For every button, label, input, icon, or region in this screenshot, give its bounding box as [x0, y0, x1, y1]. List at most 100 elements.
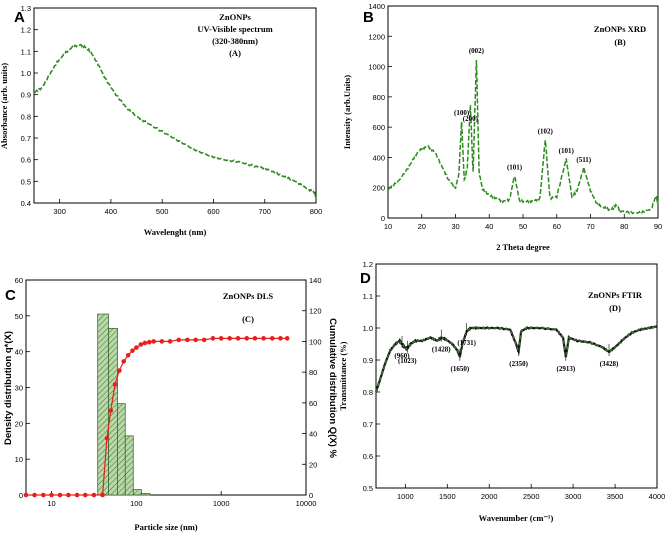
x-tick-label: 700 — [258, 207, 271, 216]
cumulative-point — [49, 492, 54, 498]
y-tick-label: 0.6 — [363, 452, 373, 461]
panel-c-y2label: Cumulative distribution Q(X) % — [327, 318, 338, 458]
panel-c-subtitle: (C) — [242, 314, 254, 324]
x-tick-label: 1000 — [213, 499, 230, 508]
x-tick-label: 800 — [310, 207, 323, 216]
cumulative-point — [117, 368, 122, 373]
xrd-series-line — [387, 60, 659, 216]
xrd-peak-label: (002) — [469, 47, 485, 55]
panel-a-ylabel: Absorbance (arb. units) — [0, 63, 9, 149]
cumulative-point — [244, 336, 250, 341]
cumulative-point — [176, 337, 182, 343]
ftir-peak-label: (1428) — [432, 346, 451, 354]
ftir-peak-label: (2913) — [556, 365, 575, 373]
cumulative-point — [269, 336, 275, 341]
cumulative-point — [130, 348, 135, 353]
y-tick-label: 1.0 — [21, 69, 31, 78]
cumulative-point — [134, 345, 139, 350]
panel-c-title: ZnONPs DLS — [223, 291, 274, 301]
cumulative-point — [218, 336, 224, 341]
x-tick-label: 30 — [451, 222, 459, 231]
cumulative-point — [41, 492, 46, 498]
panel-d-title-2: (D) — [609, 303, 621, 313]
panel-b-title-2: (B) — [614, 37, 626, 47]
ftir-peak-label: (1023) — [398, 357, 417, 365]
x-tick-label: 1000 — [397, 492, 414, 501]
cumulative-point — [91, 492, 97, 498]
panel-a-title-2: UV-Visible spectrum — [197, 24, 272, 34]
dls-bar — [141, 493, 151, 496]
cumulative-point — [201, 337, 207, 343]
y2-tick-label: 20 — [309, 460, 317, 469]
cumulative-point — [57, 492, 63, 498]
cumulative-point — [193, 337, 198, 343]
y-tick-label: 0 — [381, 214, 385, 223]
y-tick-label: 800 — [372, 93, 385, 102]
xrd-peak-label: (101) — [559, 147, 575, 155]
panel-b-label: B — [363, 9, 374, 26]
y-tick-label: 1400 — [368, 2, 385, 11]
y-tick-label: 60 — [15, 276, 23, 285]
cumulative-point — [278, 336, 283, 341]
cumulative-point — [125, 352, 131, 358]
cumulative-point — [100, 492, 105, 498]
y-tick-label: 0.5 — [363, 484, 373, 493]
cumulative-point — [32, 492, 37, 498]
xrd-peak-label: (200) — [463, 115, 479, 123]
y2-tick-label: 80 — [309, 368, 317, 377]
cumulative-point — [121, 359, 127, 364]
y-tick-label: 0.8 — [363, 388, 373, 397]
x-tick-label: 40 — [485, 222, 493, 231]
cumulative-point — [146, 339, 152, 345]
y2-tick-label: 40 — [309, 430, 317, 439]
y-tick-label: 0.9 — [363, 356, 373, 365]
x-tick-label: 1500 — [439, 492, 456, 501]
y-tick-label: 1200 — [368, 32, 385, 41]
y-tick-label: 200 — [372, 184, 385, 193]
y-tick-label: 1.1 — [21, 47, 31, 56]
cumulative-point — [252, 336, 258, 341]
y-tick-label: 10 — [15, 455, 23, 464]
y-tick-label: 400 — [372, 153, 385, 162]
panel-c-label: C — [5, 287, 16, 304]
panel-c-ylabel: Density distribution q*(X) — [3, 331, 14, 445]
xrd-peak-label: (102) — [538, 127, 554, 135]
dls-bar — [132, 489, 142, 496]
x-tick-label: 600 — [207, 207, 220, 216]
ftir-peak-label: (1650) — [451, 365, 470, 373]
y2-tick-label: 120 — [309, 307, 322, 316]
cumulative-point — [261, 336, 266, 341]
cumulative-point — [23, 492, 29, 498]
y2-tick-label: 60 — [309, 399, 317, 408]
y-tick-label: 1.2 — [363, 260, 373, 269]
cumulative-point — [104, 435, 110, 441]
y2-tick-label: 140 — [309, 276, 322, 285]
ftir-peak-label: (3428) — [600, 360, 619, 368]
x-tick-label: 70 — [586, 222, 594, 231]
xrd-peak-label: (100) — [454, 109, 470, 117]
panel-a-title-1: ZnONPs — [219, 12, 251, 22]
y-tick-label: 0.8 — [21, 112, 31, 121]
x-tick-label: 90 — [654, 222, 662, 231]
x-tick-label: 50 — [519, 222, 527, 231]
y-tick-label: 600 — [372, 123, 385, 132]
y-tick-label: 1000 — [368, 63, 385, 72]
y-tick-label: 0.4 — [21, 199, 31, 208]
xrd-peak-label: (511) — [576, 156, 591, 164]
y-tick-label: 40 — [15, 348, 23, 357]
y-tick-label: 30 — [15, 384, 23, 393]
y-tick-label: 1.0 — [363, 324, 373, 333]
cumulative-point — [210, 336, 216, 341]
panel-a-title-3: (320-380nm) — [212, 36, 258, 46]
y-tick-label: 50 — [15, 312, 23, 321]
x-tick-label: 4000 — [649, 492, 666, 501]
x-tick-label: 2500 — [523, 492, 540, 501]
ftir-peak-label: (2350) — [509, 360, 528, 368]
panel-d-label: D — [360, 270, 371, 287]
panel-d-ylabel: Transmittance (%) — [338, 341, 348, 410]
panel-d-title-1: ZnONPs FTIR — [588, 290, 643, 300]
x-tick-label: 80 — [620, 222, 628, 231]
ftir-series-line — [375, 325, 658, 393]
panel-c-xlabel: Particle size (nm) — [134, 522, 197, 532]
